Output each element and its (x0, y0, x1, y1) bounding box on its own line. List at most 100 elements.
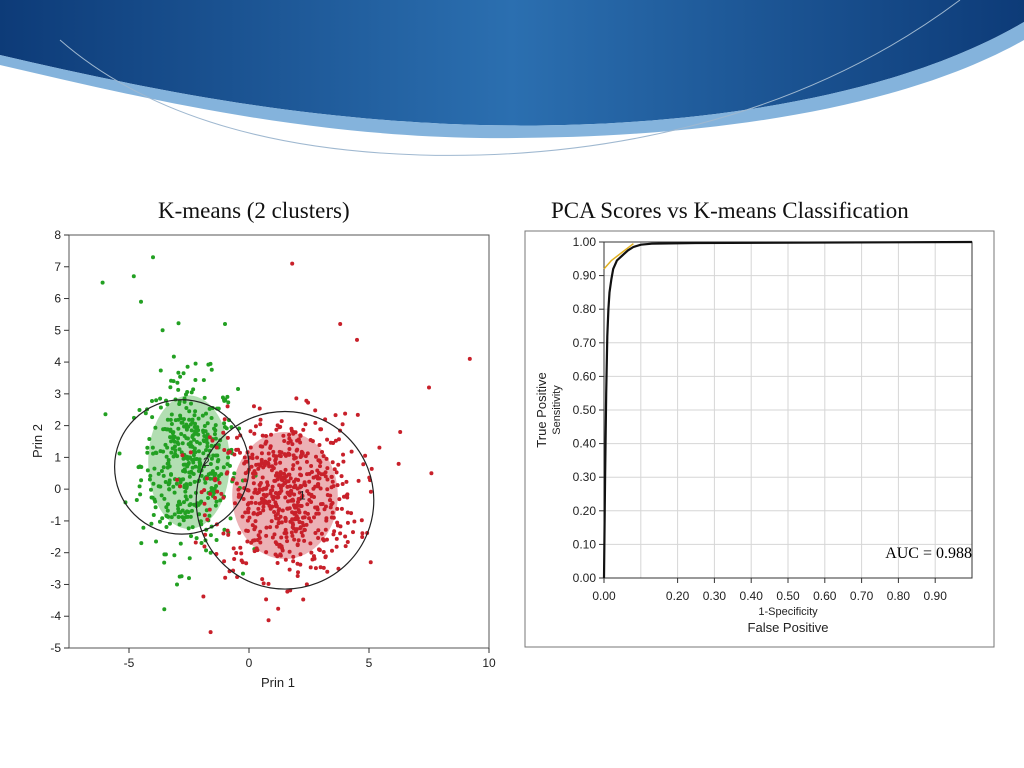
cluster-2-point (216, 457, 221, 462)
cluster-2-point (228, 516, 233, 521)
cluster-1-point (339, 506, 344, 511)
cluster-2-point (177, 574, 182, 579)
cluster-2-point (209, 416, 214, 421)
cluster-1-point (245, 502, 250, 507)
cluster-2-point (205, 421, 210, 426)
cluster-1-point (275, 423, 280, 428)
cluster-1-point (330, 510, 335, 515)
kmeans-chart-title: K-means (2 clusters) (158, 198, 350, 223)
cluster-2-point (137, 484, 142, 489)
cluster-2-point (136, 465, 141, 470)
roc-x-tick-label: 0.70 (850, 589, 874, 603)
cluster-1-point (308, 541, 313, 546)
cluster-1-point (255, 455, 260, 460)
cluster-1-point (303, 454, 308, 459)
cluster-2-point (165, 508, 170, 513)
cluster-1-point (261, 581, 266, 586)
cluster-2-point (169, 472, 174, 477)
cluster-1-point (289, 530, 294, 535)
cluster-2-label: 2 (203, 455, 210, 469)
cluster-1-point (285, 506, 290, 511)
cluster-1-point (304, 582, 309, 587)
cluster-1-point (276, 495, 281, 500)
kmeans-y-tick-label: 4 (54, 355, 61, 369)
cluster-1-point (290, 442, 295, 447)
cluster-2-point (210, 469, 215, 474)
cluster-2-point (151, 513, 156, 518)
kmeans-y-tick-label: -2 (50, 546, 61, 560)
cluster-1-point (305, 502, 310, 507)
cluster-2-point (171, 430, 176, 435)
cluster-2-point (178, 413, 183, 418)
cluster-2-point (194, 439, 199, 444)
cluster-1-point (264, 493, 269, 498)
cluster-1-point (330, 479, 335, 484)
cluster-2-point (171, 379, 176, 384)
cluster-1-point (299, 453, 304, 458)
cluster-2-point (185, 364, 190, 369)
cluster-1-point (329, 474, 334, 479)
cluster-1-point (258, 511, 263, 516)
cluster-1-point (297, 490, 302, 495)
cluster-1-point (369, 466, 374, 471)
cluster-1-point (356, 478, 361, 483)
cluster-1-point (291, 554, 296, 559)
cluster-1-point (296, 570, 301, 575)
cluster-1-point (251, 475, 256, 480)
cluster-1-point (223, 575, 228, 580)
cluster-1-point (253, 501, 258, 506)
cluster-1-point (316, 536, 321, 541)
cluster-2-point (177, 522, 182, 527)
cluster-1-point (377, 445, 382, 450)
cluster-2-point (202, 395, 207, 400)
cluster-1-point (261, 465, 266, 470)
kmeans-x-tick-label: -5 (124, 656, 135, 670)
cluster-2-point (166, 514, 171, 519)
cluster-1-point (188, 450, 193, 455)
cluster-1-point (237, 450, 242, 455)
cluster-2-point (204, 508, 209, 513)
cluster-1-point (175, 477, 180, 482)
cluster-2-point (193, 361, 198, 366)
cluster-1-point (248, 445, 253, 450)
cluster-1-point (291, 430, 296, 435)
cluster-1-point (273, 504, 278, 509)
kmeans-y-tick-label: 6 (54, 292, 61, 306)
cluster-1-point (290, 517, 295, 522)
cluster-2-point (153, 425, 158, 430)
cluster-1-point (319, 531, 324, 536)
cluster-2-point (165, 461, 170, 466)
cluster-1-point (349, 449, 354, 454)
cluster-2-point (183, 494, 188, 499)
cluster-1-point (315, 482, 320, 487)
cluster-1-point (259, 451, 264, 456)
cluster-1-point (325, 487, 330, 492)
cluster-1-point (251, 481, 256, 486)
cluster-2-point (158, 484, 163, 489)
cluster-2-point (188, 455, 193, 460)
cluster-1-point (286, 472, 291, 477)
cluster-1-point (264, 434, 269, 439)
cluster-1-point (263, 486, 268, 491)
cluster-2-point (160, 328, 165, 333)
cluster-2-point (162, 560, 167, 565)
cluster-1-point (334, 536, 339, 541)
cluster-1-point (279, 535, 284, 540)
cluster-1-point (341, 494, 346, 499)
cluster-1-point (305, 451, 310, 456)
cluster-1-point (268, 525, 273, 530)
cluster-1-point (178, 484, 183, 489)
cluster-2-point (147, 436, 152, 441)
cluster-1-point (299, 530, 304, 535)
cluster-2-point (141, 525, 146, 530)
cluster-2-point (156, 471, 161, 476)
cluster-1-point (297, 497, 302, 502)
cluster-2-point (164, 505, 169, 510)
cluster-1-point (291, 463, 296, 468)
cluster-2-point (169, 515, 174, 520)
cluster-2-point (139, 478, 144, 483)
cluster-2-point (100, 280, 105, 285)
cluster-2-point (212, 426, 217, 431)
cluster-2-point (176, 370, 181, 375)
cluster-2-point (224, 426, 229, 431)
